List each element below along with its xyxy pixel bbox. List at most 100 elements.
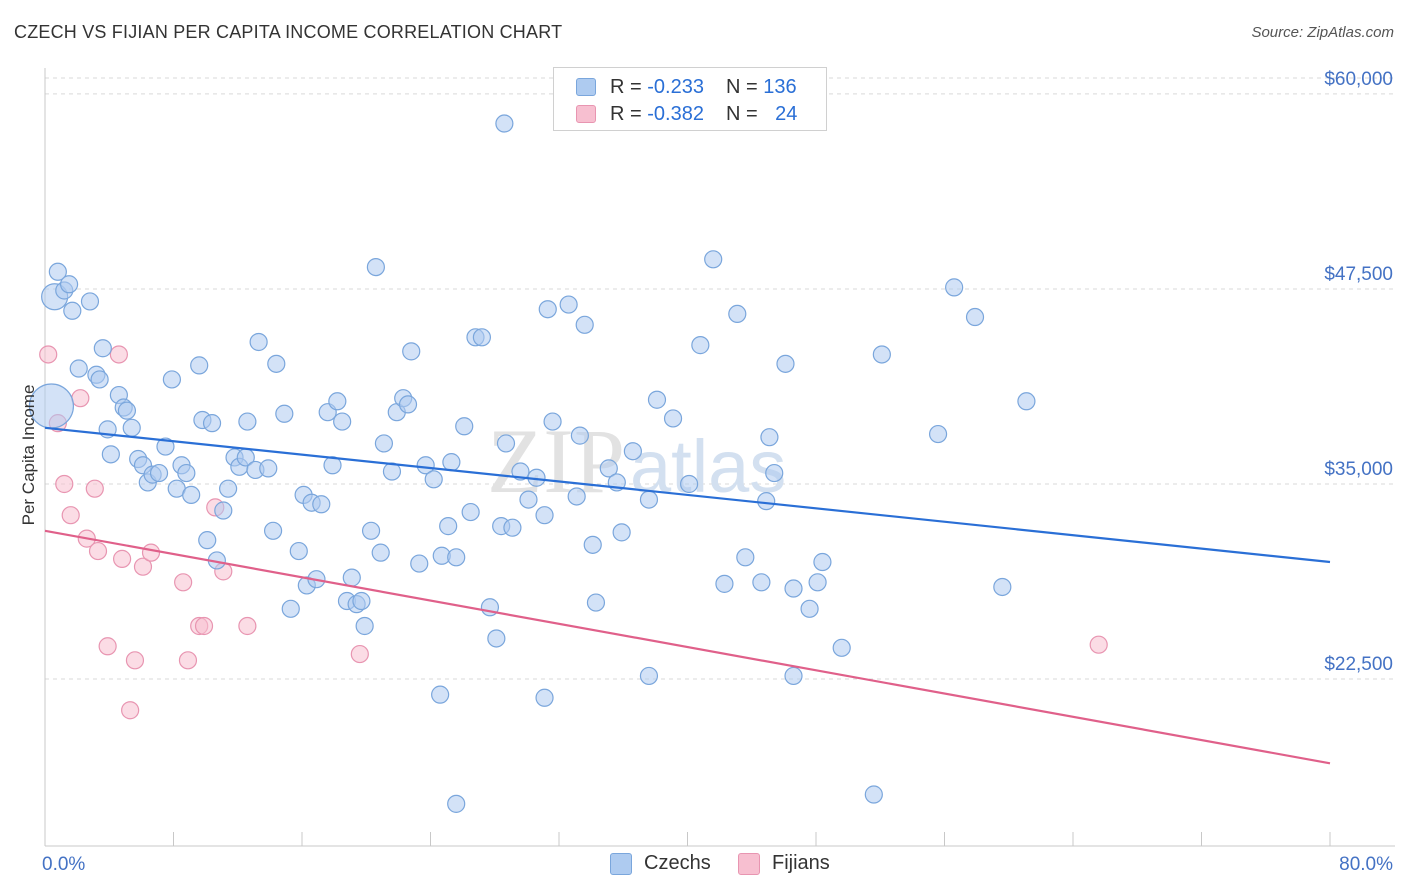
czech-point — [431, 685, 450, 704]
fijian-point — [174, 573, 193, 592]
czech-point — [495, 114, 514, 133]
czech-point — [182, 485, 201, 505]
y-tick-label: $35,000 — [1324, 459, 1393, 480]
czech-point — [416, 456, 435, 475]
czech-point — [93, 339, 112, 358]
czech-point — [352, 591, 371, 611]
czechs-series — [28, 114, 1036, 813]
czech-point — [639, 666, 659, 686]
legend-r-value: -0.382 — [647, 102, 704, 125]
czech-point — [366, 257, 385, 277]
fijians-legend-icon — [738, 852, 760, 875]
czech-point — [63, 301, 82, 320]
fijian-point — [85, 479, 104, 498]
legend-fijians-label: Fijians — [772, 852, 830, 874]
czech-point — [583, 535, 602, 554]
czech-point — [765, 463, 784, 483]
legend-item-fijians[interactable]: Fijians — [738, 852, 830, 875]
trend-lines — [44, 426, 1331, 765]
czech-point — [776, 354, 795, 373]
czech-point — [48, 262, 67, 281]
czech-point — [691, 336, 710, 355]
czech-point — [275, 404, 294, 423]
czech-point — [487, 629, 506, 648]
czech-point — [312, 495, 331, 514]
czechs-legend-icon — [610, 852, 632, 875]
czech-point — [599, 459, 618, 478]
czech-point — [832, 638, 851, 657]
czech-point — [663, 409, 683, 428]
czech-point — [519, 490, 538, 509]
czech-point — [813, 552, 832, 572]
czech-point — [333, 412, 352, 431]
fijian-point — [109, 345, 128, 364]
czech-point — [361, 521, 381, 540]
fijian-point — [178, 651, 198, 670]
legend-n-label: N = — [725, 75, 764, 98]
czech-point — [757, 492, 776, 511]
y-tick-label: $22,500 — [1324, 654, 1393, 675]
fijian-point — [238, 616, 257, 636]
legend-n-value: 136 — [763, 75, 797, 98]
fijian-point — [71, 389, 90, 408]
czech-point — [680, 474, 699, 494]
czech-point — [472, 328, 491, 347]
czech-point — [202, 414, 222, 433]
legend-r-value: -0.233 — [647, 75, 704, 98]
axis-labels: $22,500 $35,000 $47,500 $60,000 0.0% 80.0% Per… — [19, 69, 1393, 875]
czech-point — [238, 412, 257, 431]
x-tick-label-min: 0.0% — [42, 854, 85, 875]
fijians-swatch-icon — [576, 105, 596, 123]
fijian-point — [194, 616, 214, 636]
czech-point — [249, 332, 268, 352]
czech-point — [535, 506, 554, 525]
czech-point — [263, 521, 283, 540]
czech-point — [639, 490, 659, 509]
czech-point — [455, 417, 474, 436]
czech-point — [190, 356, 209, 375]
fijian-point — [61, 506, 80, 525]
czech-point — [511, 462, 530, 481]
fijian-point — [39, 345, 58, 364]
czech-point — [575, 315, 594, 334]
czech-point — [784, 666, 803, 686]
fijian-point — [98, 637, 117, 656]
czech-point — [872, 345, 891, 364]
czech-point — [101, 445, 120, 464]
czech-point — [715, 574, 734, 593]
czech-point — [398, 395, 418, 414]
fijian-trend-line — [44, 529, 1331, 765]
czech-point — [289, 541, 308, 561]
y-tick-label: $47,500 — [1324, 264, 1393, 285]
legend-r-label: R = — [610, 102, 648, 125]
fijian-point — [55, 474, 74, 494]
legend-n-value: 24 — [775, 102, 798, 125]
czech-point — [156, 437, 175, 456]
czech-point — [281, 599, 300, 618]
watermark: ZIP atlas — [487, 410, 786, 512]
czech-point — [586, 593, 606, 612]
x-tick-label-max: 80.0% — [1339, 854, 1393, 875]
czech-point — [355, 616, 374, 636]
czech-point — [402, 342, 421, 361]
chart-title: CZECH VS FIJIAN PER CAPITA INCOME CORREL… — [14, 22, 563, 42]
czech-trend-line — [44, 426, 1331, 564]
czech-point — [374, 434, 394, 453]
czech-point — [80, 292, 100, 311]
czech-point — [439, 517, 458, 536]
czech-point — [447, 794, 466, 813]
legend-item-czechs[interactable]: Czechs — [610, 852, 711, 875]
czech-point — [177, 463, 196, 483]
czech-point — [198, 531, 217, 550]
czech-point — [945, 278, 964, 297]
czech-point — [503, 518, 522, 537]
y-axis-title: Per Capita Income — [19, 385, 38, 526]
czech-point — [623, 442, 642, 461]
fijian-point — [125, 651, 145, 670]
fijians-series — [39, 345, 1108, 720]
czech-point — [784, 579, 803, 598]
czech-point — [864, 785, 883, 804]
legend-n-label: N = — [725, 102, 764, 125]
czech-point — [259, 459, 278, 478]
legend-czechs-label: Czechs — [644, 852, 711, 874]
